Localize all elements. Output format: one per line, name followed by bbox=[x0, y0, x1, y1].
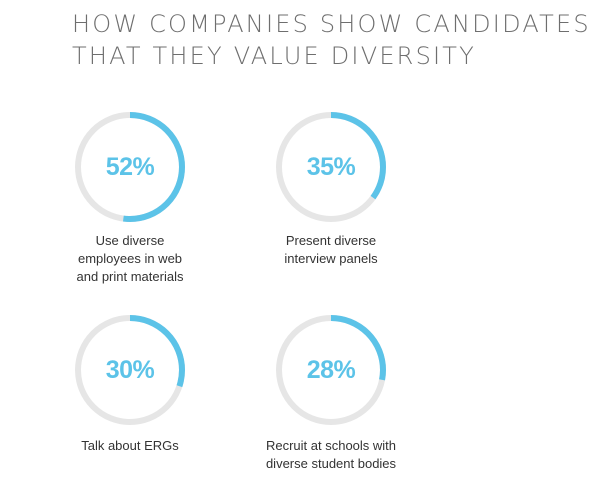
donut-value-arc bbox=[75, 315, 185, 425]
caption-line: interview panels bbox=[284, 251, 378, 266]
donut-ring-svg bbox=[276, 315, 386, 425]
caption-line: Talk about ERGs bbox=[81, 438, 179, 453]
donut-value-label: 35% bbox=[306, 152, 356, 181]
stat-caption: Talk about ERGs bbox=[30, 437, 230, 455]
chart-title-line-1: HOW COMPANIES SHOW CANDIDATES bbox=[72, 10, 591, 38]
stat-caption: Present diverse interview panels bbox=[231, 232, 431, 268]
stat-caption: Use diverse employees in web and print m… bbox=[30, 232, 230, 286]
stat-recruit-diverse-schools: 28% Recruit at schools with diverse stud… bbox=[231, 313, 431, 473]
caption-line: diverse student bodies bbox=[265, 456, 397, 471]
donut-value-label: 52% bbox=[105, 152, 155, 181]
donut-ring: 28% bbox=[274, 313, 388, 427]
stat-caption: Recruit at schools with diverse student … bbox=[231, 437, 431, 473]
caption-line: employees in web bbox=[77, 251, 183, 266]
chart-title-line-2: THAT THEY VALUE DIVERSITY bbox=[72, 42, 476, 70]
donut-ring: 52% bbox=[73, 110, 187, 224]
donut-ring: 30% bbox=[73, 313, 187, 427]
donut-value-arc bbox=[276, 112, 386, 222]
stat-diverse-interview-panels: 35% Present diverse interview panels bbox=[231, 110, 431, 290]
caption-line: Recruit at schools with bbox=[265, 438, 397, 453]
caption-line: and print materials bbox=[76, 269, 184, 284]
donut-value-arc bbox=[276, 315, 386, 425]
donut-value-label: 30% bbox=[105, 355, 155, 384]
donut-ring-svg bbox=[276, 112, 386, 222]
stat-diverse-employees-materials: 52% Use diverse employees in web and pri… bbox=[30, 110, 230, 290]
caption-line: Use diverse bbox=[95, 233, 165, 248]
donut-value-label: 28% bbox=[306, 355, 356, 384]
stat-talk-about-ergs: 30% Talk about ERGs bbox=[30, 313, 230, 463]
donut-ring: 35% bbox=[274, 110, 388, 224]
chart-title: HOW COMPANIES SHOW CANDIDATES THAT THEY … bbox=[72, 8, 592, 72]
caption-line: Present diverse bbox=[285, 233, 377, 248]
donut-ring-svg bbox=[75, 315, 185, 425]
donut-value-arc bbox=[75, 112, 185, 222]
donut-ring-svg bbox=[75, 112, 185, 222]
